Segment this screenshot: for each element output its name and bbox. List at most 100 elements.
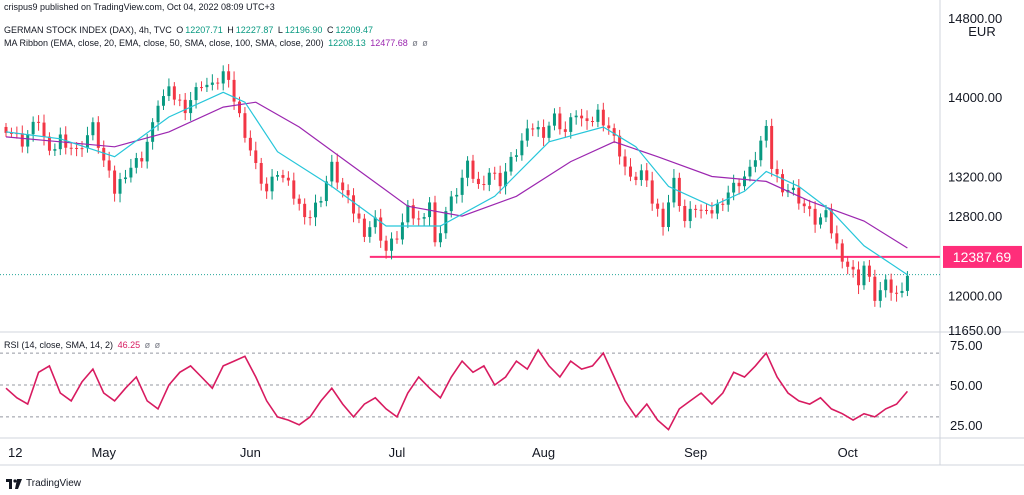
candle-body (221, 71, 225, 84)
candle-body (330, 161, 334, 182)
candle-body (178, 99, 182, 101)
ma-na-2: ø (422, 38, 428, 48)
candle-body (520, 140, 524, 156)
candle-body (819, 217, 823, 225)
candle-body (362, 218, 366, 237)
ma-value-50: 12477.68 (370, 38, 408, 48)
candle-body (129, 167, 133, 178)
candle-body (183, 99, 187, 114)
candle-body (216, 82, 220, 84)
candle-body (319, 201, 323, 203)
instrument-title: GERMAN STOCK INDEX (DAX), 4h, TVC (4, 25, 172, 35)
candle-body (835, 233, 839, 244)
candle-body (140, 158, 144, 162)
candle-body (449, 196, 453, 212)
candle-body (37, 121, 41, 123)
candle-body (406, 205, 410, 223)
candle-body (558, 113, 562, 130)
candle-body (601, 109, 605, 126)
candle-body (20, 133, 24, 147)
candle-body (113, 170, 117, 194)
candle-body (623, 156, 627, 167)
candle-body (743, 176, 747, 187)
candle-body (270, 176, 274, 192)
candle-body (194, 87, 198, 101)
rsi-line (5, 348, 909, 431)
candle-body (846, 261, 850, 267)
candle-body (466, 160, 470, 178)
candle-body (547, 125, 551, 138)
candle-body (151, 122, 155, 142)
candle-body (444, 211, 448, 234)
candle-body (433, 202, 437, 243)
candle-body (69, 147, 73, 149)
candle-body (96, 122, 100, 148)
time-tick-label: Jun (240, 445, 261, 460)
candle-body (694, 208, 698, 210)
candle-body (476, 178, 480, 185)
candle-body (379, 217, 383, 241)
price-tick-label: 12000.00 (948, 288, 1002, 303)
candle-body (123, 177, 127, 180)
candle-body (292, 180, 296, 199)
time-tick-label: 12 (8, 445, 22, 460)
candle-body (829, 210, 833, 234)
candle-body (900, 290, 904, 293)
ohlc-high: 12227.87 (235, 25, 274, 35)
candle-body (748, 166, 752, 177)
candle-body (26, 134, 30, 147)
candle-body (102, 147, 106, 161)
candle-body (53, 149, 57, 151)
rsi-tick-label: 75.00 (950, 338, 983, 353)
price-tick-label: 13200.00 (948, 169, 1002, 184)
candle-body (563, 129, 567, 132)
candle-body (715, 203, 719, 214)
candle-body (764, 125, 768, 141)
candle-body (167, 86, 171, 97)
candle-body (873, 276, 877, 301)
candle-body (107, 160, 111, 171)
candle-body (205, 84, 209, 88)
candle-body (411, 205, 415, 219)
rsi-na-1: ø (144, 340, 151, 350)
candle-body (308, 217, 312, 219)
candle-body (210, 82, 214, 85)
candle-body (75, 147, 79, 149)
currency-label: EUR (968, 24, 995, 39)
tradingview-logo[interactable]: TradingView (6, 478, 81, 489)
candle-body (732, 182, 736, 193)
candle-body (324, 181, 328, 202)
candle-body (895, 292, 899, 294)
candle-body (781, 174, 785, 193)
candle-body (346, 190, 350, 196)
candle-body (862, 265, 866, 286)
ma-ribbon-legend[interactable]: MA Ribbon (EMA, close, 20, EMA, close, 5… (4, 38, 430, 48)
candle-body (569, 117, 573, 132)
candle-body (618, 135, 622, 157)
candle-body (840, 243, 844, 262)
candle-body (645, 170, 649, 181)
candle-body (91, 122, 95, 136)
instrument-legend[interactable]: GERMAN STOCK INDEX (DAX), 4h, TVC O 12207… (4, 25, 373, 35)
candle-body (585, 118, 589, 122)
candle-body (297, 198, 301, 204)
candle-body (813, 208, 817, 225)
rsi-tick-label: 25.00 (950, 418, 983, 433)
candle-body (656, 203, 660, 209)
candle-body (504, 171, 508, 187)
candle-body (259, 163, 263, 184)
candle-body (335, 161, 339, 183)
support-price-label: 12387.69 (953, 249, 1012, 265)
candle-body (536, 127, 540, 130)
candle-body (509, 156, 513, 172)
rsi-legend[interactable]: RSI (14, close, SMA, 14, 2) 46.25 ø ø (4, 340, 162, 350)
candle-body (232, 79, 236, 102)
candle-body (590, 121, 594, 123)
candle-body (357, 213, 361, 219)
candle-body (373, 217, 377, 228)
candle-body (384, 240, 388, 251)
rsi-value: 46.25 (117, 340, 141, 350)
candle-body (672, 177, 676, 203)
candle-body (400, 222, 404, 240)
candle-body (857, 269, 861, 286)
